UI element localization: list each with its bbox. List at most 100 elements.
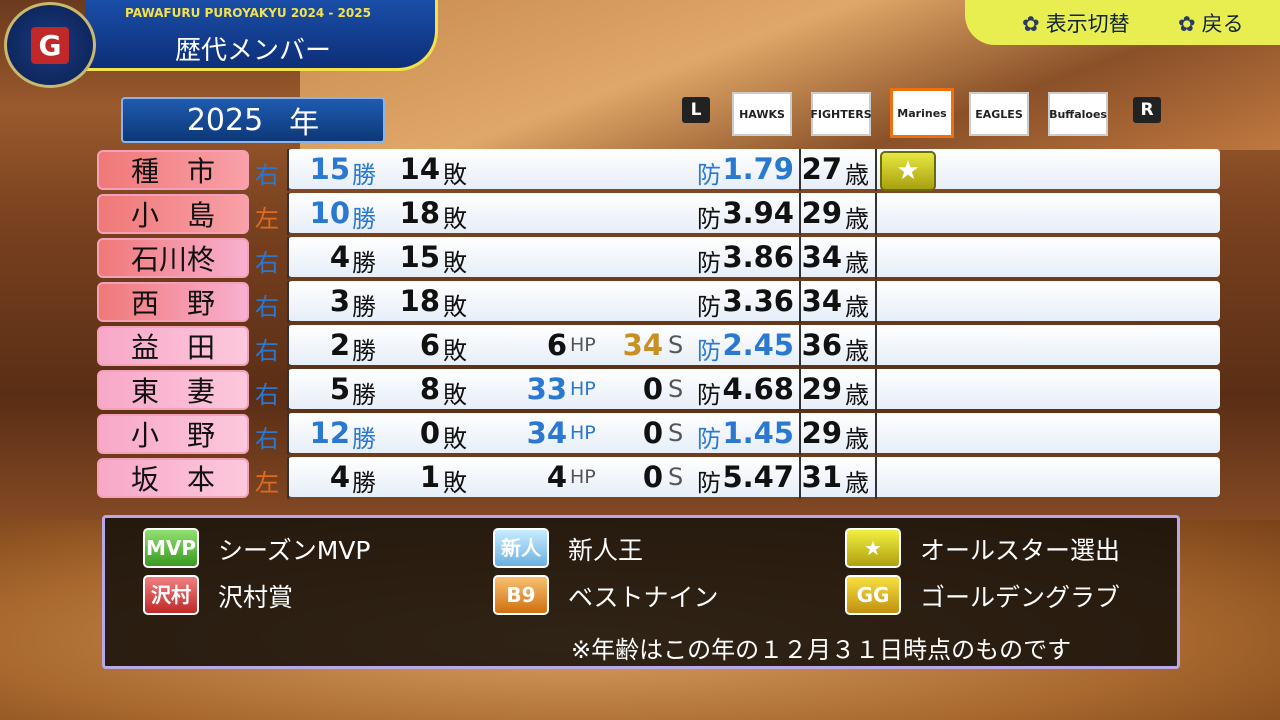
award-badge: MVP — [143, 528, 199, 568]
header-subtitle: PAWAFURU PUROYAKYU 2024 - 2025 — [125, 6, 371, 20]
throwing-hand: 右 — [255, 249, 279, 277]
saves-unit: S — [668, 463, 684, 491]
prev-team[interactable]: L — [682, 97, 710, 123]
losses-unit: 敗 — [443, 249, 467, 277]
row-background — [288, 325, 1220, 365]
era-unit: 防 — [697, 161, 721, 189]
wins-value: 12 — [309, 416, 350, 450]
player-name: 益 田 — [97, 326, 249, 366]
toggle-button[interactable]: 表示切替 — [1022, 8, 1130, 38]
row-background — [288, 281, 1220, 321]
throwing-hand: 右 — [255, 161, 279, 189]
row-background — [288, 149, 1220, 189]
separator — [875, 369, 877, 411]
member-row: 石川柊右 4 勝 15 敗 防 3.86 34 歳 — [97, 237, 1220, 279]
award-label: オールスター選出 — [920, 536, 1121, 565]
award-label: 新人王 — [568, 536, 644, 565]
player-name: 石川柊 — [97, 238, 249, 278]
losses-unit: 敗 — [443, 469, 467, 497]
era-unit: 防 — [697, 469, 721, 497]
era-unit: 防 — [697, 337, 721, 365]
era-value: 3.94 — [722, 196, 794, 230]
separator — [287, 413, 289, 455]
separator — [875, 193, 877, 235]
wins-unit: 勝 — [352, 249, 376, 277]
legend-note: ※年齢はこの年の１２月３１日時点のものです — [571, 636, 1072, 664]
member-row: 西 野右 3 勝 18 敗 防 3.36 34 歳 — [97, 281, 1220, 323]
age-unit: 歳 — [845, 469, 869, 497]
hp-unit: HP — [570, 378, 596, 400]
age-value: 29 — [801, 416, 842, 450]
throwing-hand: 右 — [255, 293, 279, 321]
next-team[interactable]: R — [1133, 97, 1161, 123]
player-name: 種 市 — [97, 150, 249, 190]
team-logo[interactable]: HAWKS — [732, 92, 792, 136]
age-value: 29 — [801, 372, 842, 406]
member-row: 種 市右 15 勝 14 敗 防 1.79 27 歳 ★ — [97, 149, 1220, 191]
era-unit: 防 — [697, 293, 721, 321]
losses-value: 8 — [419, 372, 440, 406]
row-background — [288, 413, 1220, 453]
all-star-badge: ★ — [880, 151, 936, 191]
saves-value: 0 — [642, 416, 663, 450]
team-logo[interactable]: Marines — [890, 88, 954, 138]
wins-value: 2 — [329, 328, 350, 362]
wins-unit: 勝 — [352, 425, 376, 453]
player-name: 坂 本 — [97, 458, 249, 498]
year: 2025 — [186, 102, 264, 138]
losses-value: 1 — [419, 460, 440, 494]
wins-value: 5 — [329, 372, 350, 406]
wins-unit: 勝 — [352, 381, 376, 409]
separator — [875, 413, 877, 455]
separator — [287, 237, 289, 279]
separator — [287, 369, 289, 411]
era-value: 5.47 — [722, 460, 794, 494]
hp-unit: HP — [570, 334, 596, 356]
age-unit: 歳 — [845, 249, 869, 277]
era-unit: 防 — [697, 249, 721, 277]
throwing-hand: 右 — [255, 381, 279, 409]
hp-value: 6 — [546, 328, 567, 362]
throwing-hand: 右 — [255, 337, 279, 365]
era-value: 1.45 — [722, 416, 794, 450]
wins-unit: 勝 — [352, 337, 376, 365]
separator — [287, 281, 289, 323]
age-unit: 歳 — [845, 337, 869, 365]
award-badge: ★ — [845, 528, 901, 568]
losses-unit: 敗 — [443, 205, 467, 233]
era-value: 2.45 — [722, 328, 794, 362]
age-value: 31 — [801, 460, 842, 494]
losses-unit: 敗 — [443, 161, 467, 189]
throwing-hand: 左 — [255, 469, 279, 497]
separator — [287, 193, 289, 235]
separator — [799, 281, 801, 323]
back-button[interactable]: 戻る — [1178, 8, 1244, 38]
team-logo[interactable]: FIGHTERS — [810, 92, 872, 136]
legend-panel: ※年齢はこの年の１２月３１日時点のものです MVP シーズンMVP 新人 新人王 ★ オー… — [102, 515, 1180, 669]
age-unit: 歳 — [845, 161, 869, 189]
losses-value: 0 — [419, 416, 440, 450]
wins-unit: 勝 — [352, 161, 376, 189]
award-badge: 新人 — [493, 528, 549, 568]
saves-value: 0 — [642, 460, 663, 494]
separator — [287, 457, 289, 499]
wins-value: 3 — [329, 284, 350, 318]
separator — [799, 369, 801, 411]
wins-value: 4 — [329, 460, 350, 494]
award-badge: B9 — [493, 575, 549, 615]
award-label: ベストナイン — [568, 583, 719, 612]
losses-value: 18 — [399, 196, 440, 230]
member-row: 坂 本左 4 勝 1 敗 4 HP 0 S 防 5.47 31 歳 — [97, 457, 1220, 499]
row-background — [288, 193, 1220, 233]
age-unit: 歳 — [845, 293, 869, 321]
team-logo[interactable]: EAGLES — [969, 92, 1029, 136]
era-value: 1.79 — [722, 152, 794, 186]
age-value: 36 — [801, 328, 842, 362]
player-name: 西 野 — [97, 282, 249, 322]
row-background — [288, 237, 1220, 277]
team-logo[interactable]: Buffaloes — [1048, 92, 1108, 136]
saves-unit: S — [668, 331, 684, 359]
saves-value: 0 — [642, 372, 663, 406]
award-badge: 沢村 — [143, 575, 199, 615]
separator — [799, 325, 801, 367]
